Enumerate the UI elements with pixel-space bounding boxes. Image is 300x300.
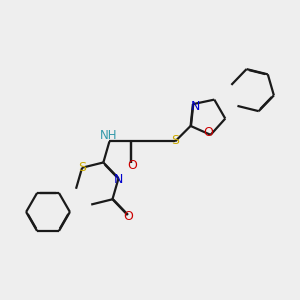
Text: S: S: [78, 161, 86, 174]
Text: S: S: [171, 134, 179, 147]
Text: N: N: [190, 100, 200, 113]
Text: O: O: [128, 159, 137, 172]
Text: O: O: [203, 126, 213, 139]
Text: NH: NH: [100, 129, 117, 142]
Text: N: N: [114, 173, 123, 186]
Text: O: O: [123, 210, 133, 223]
